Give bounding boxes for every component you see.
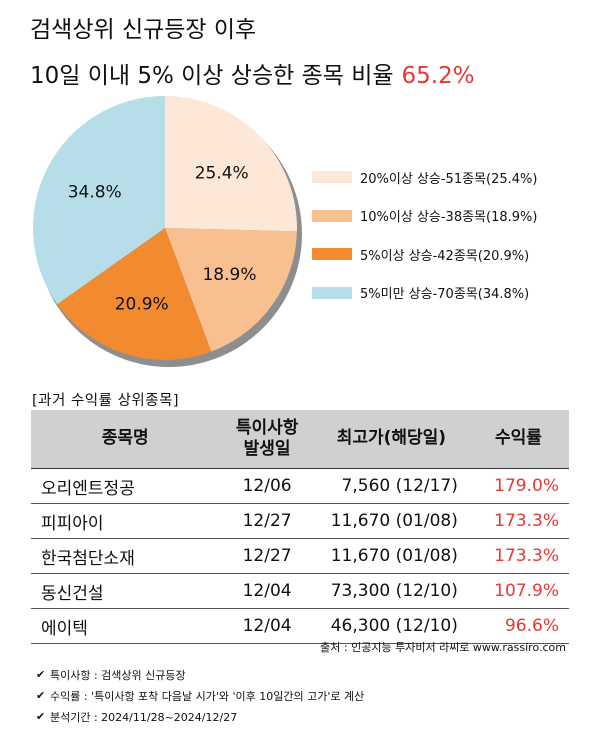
event-date: 12/04	[219, 608, 315, 644]
footnote-text: 수익률 : '특이사항 포착 다음날 시가'와 '이후 10일간의 고가'로 계…	[50, 689, 365, 703]
pie-slice-1	[165, 96, 298, 232]
return-rate: 173.3%	[467, 538, 569, 574]
header-return: 수익률	[467, 410, 569, 469]
returns-table: 종목명 특이사항 발생일 최고가(해당일) 수익률 오리엔트정공 12/06 7…	[31, 410, 569, 644]
event-date: 12/06	[219, 468, 315, 504]
high-price: 11,670 (01/08)	[314, 538, 468, 574]
stock-name: 한국첨단소재	[31, 538, 220, 574]
check-icon: ✔	[36, 710, 46, 723]
legend-swatch	[312, 286, 352, 299]
pie-slice-label: 18.9%	[202, 265, 256, 285]
stock-name: 동신건설	[31, 573, 220, 609]
header-date: 특이사항 발생일	[219, 410, 315, 469]
chart-title-text: 10일 이내 5% 이상 상승한 종목 비율	[30, 63, 394, 89]
table-header-row: 종목명 특이사항 발생일 최고가(해당일) 수익률	[31, 410, 569, 469]
legend-item: 5%미만 상승-70종목(34.8%)	[312, 274, 537, 313]
legend-label: 5%이상 상승-42종목(20.9%)	[360, 248, 530, 264]
header-date-line1: 특이사항	[235, 417, 299, 438]
pie-labels: 25.4% 18.9% 20.9% 34.8%	[68, 164, 257, 315]
high-price: 73,300 (12/10)	[314, 573, 468, 609]
chart-title-line2: 10일 이내 5% 이상 상승한 종목 비율 65.2%	[30, 56, 475, 90]
footnote-text: 분석기간 : 2024/11/28~2024/12/27	[50, 710, 238, 724]
table-caption: [과거 수익률 상위종목]	[32, 393, 180, 409]
table-row: 한국첨단소재 12/27 11,670 (01/08) 173.3%	[31, 538, 569, 574]
highlight-percentage: 65.2%	[401, 63, 475, 89]
legend-item: 5%이상 상승-42종목(20.9%)	[312, 235, 537, 274]
legend-swatch	[312, 248, 352, 261]
legend-swatch	[312, 209, 352, 222]
legend-swatch	[312, 171, 352, 184]
legend-label: 20%이상 상승-51종목(25.4%)	[360, 171, 538, 187]
pie-slice-label: 20.9%	[115, 295, 169, 315]
event-date: 12/27	[219, 503, 315, 539]
table-row: 피피아이 12/27 11,670 (01/08) 173.3%	[31, 503, 569, 539]
pie-slice-label: 25.4%	[195, 164, 249, 184]
legend-label: 5%미만 상승-70종목(34.8%)	[360, 287, 530, 303]
pie-slice-2	[165, 228, 297, 352]
check-icon: ✔	[36, 668, 46, 681]
source-note: 출처 : 인공지능 투자비서 라씨로 www.rassiro.com	[320, 641, 566, 654]
pie-chart: 25.4% 18.9% 20.9% 34.8%	[32, 96, 302, 367]
footnote: ✔ 수익률 : '특이사항 포착 다음날 시가'와 '이후 10일간의 고가'로…	[36, 685, 364, 706]
footnotes: ✔ 특이사항 : 검색상위 신규등장 ✔ 수익률 : '특이사항 포착 다음날 …	[36, 664, 364, 727]
header-name: 종목명	[31, 410, 220, 469]
high-price: 46,300 (12/10)	[314, 608, 468, 644]
return-rate: 173.3%	[467, 503, 569, 539]
pie-slice-label: 34.8%	[68, 183, 122, 203]
pie-slice-4	[32, 96, 165, 305]
legend-item: 20%이상 상승-51종목(25.4%)	[312, 158, 537, 197]
event-date: 12/27	[219, 538, 315, 574]
high-price: 7,560 (12/17)	[314, 468, 468, 504]
return-rate: 96.6%	[467, 608, 569, 644]
stock-name: 오리엔트정공	[31, 468, 220, 504]
high-price: 11,670 (01/08)	[314, 503, 468, 539]
pie-slices	[32, 96, 298, 360]
check-icon: ✔	[36, 689, 46, 702]
table-row: 에이텍 12/04 46,300 (12/10) 96.6%	[31, 608, 569, 644]
header-date-line2: 발생일	[243, 439, 291, 459]
footnote: ✔ 특이사항 : 검색상위 신규등장	[36, 664, 364, 685]
stock-name: 에이텍	[31, 608, 220, 644]
footnote-text: 특이사항 : 검색상위 신규등장	[50, 668, 186, 682]
event-date: 12/04	[219, 573, 315, 609]
return-rate: 179.0%	[467, 468, 569, 504]
legend-item: 10%이상 상승-38종목(18.9%)	[312, 197, 537, 236]
header-high: 최고가(해당일)	[314, 410, 468, 469]
chart-legend: 20%이상 상승-51종목(25.4%) 10%이상 상승-38종목(18.9%…	[312, 158, 537, 312]
chart-title-line1: 검색상위 신규등장 이후	[30, 17, 257, 43]
return-rate: 107.9%	[467, 573, 569, 609]
table-row: 동신건설 12/04 73,300 (12/10) 107.9%	[31, 573, 569, 609]
table-row: 오리엔트정공 12/06 7,560 (12/17) 179.0%	[31, 468, 569, 504]
pie-slice-3	[57, 228, 212, 360]
legend-label: 10%이상 상승-38종목(18.9%)	[360, 210, 538, 226]
stock-name: 피피아이	[31, 503, 220, 539]
footnote: ✔ 분석기간 : 2024/11/28~2024/12/27	[36, 706, 364, 727]
